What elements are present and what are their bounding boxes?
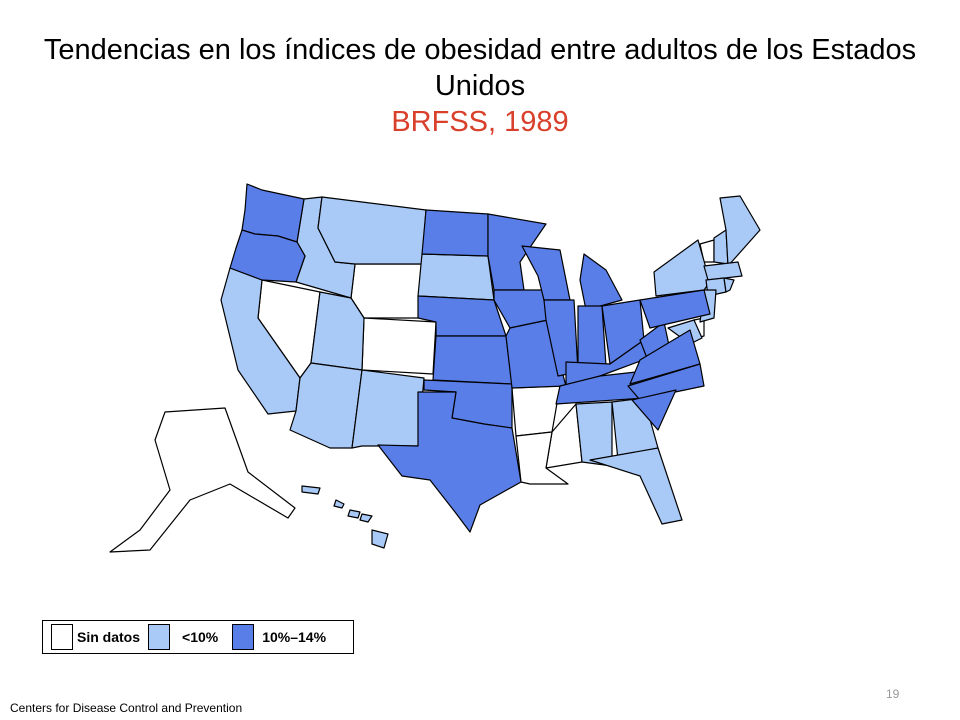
state-mt — [317, 196, 427, 265]
legend-label-low: <10% — [182, 629, 219, 645]
page-number: 19 — [886, 687, 900, 701]
legend-label-mid: 10%–14% — [262, 629, 327, 645]
state-me — [719, 195, 761, 267]
state-co — [361, 317, 437, 375]
legend-label-no-data: Sin datos — [77, 629, 141, 645]
state-hi-island-2 — [333, 499, 345, 509]
state-ut — [310, 291, 365, 371]
state-ri — [723, 277, 735, 293]
state-pa — [639, 289, 711, 329]
state-nm — [351, 369, 425, 449]
state-mi — [579, 253, 623, 311]
state-hi-island-5 — [371, 529, 389, 549]
state-fl — [589, 447, 683, 525]
legend: Sin datos <10% 10%–14% — [42, 620, 354, 654]
legend-swatch-mid — [232, 624, 255, 650]
state-ks — [432, 335, 513, 385]
footer-source: Centers for Disease Control and Preventi… — [10, 701, 243, 715]
state-ak — [109, 407, 296, 553]
state-tx — [377, 391, 522, 533]
state-in — [577, 305, 607, 373]
state-hi-island-3 — [347, 509, 361, 519]
state-hi-island-4 — [359, 513, 373, 523]
state-ar — [511, 385, 561, 437]
state-sd — [417, 253, 495, 301]
state-ma — [703, 261, 743, 281]
legend-swatch-low — [148, 624, 171, 650]
state-wy — [350, 263, 423, 319]
legend-swatch-no-data — [51, 624, 73, 650]
state-al — [575, 401, 613, 467]
map-title: Tendencias en los índices de obesidad en… — [43, 34, 917, 102]
state-nc — [627, 363, 705, 401]
state-hi — [301, 485, 321, 495]
state-or — [229, 229, 306, 283]
state-sc — [631, 389, 677, 431]
map-subtitle: BRFSS, 1989 — [391, 106, 569, 138]
state-nd — [421, 209, 489, 257]
